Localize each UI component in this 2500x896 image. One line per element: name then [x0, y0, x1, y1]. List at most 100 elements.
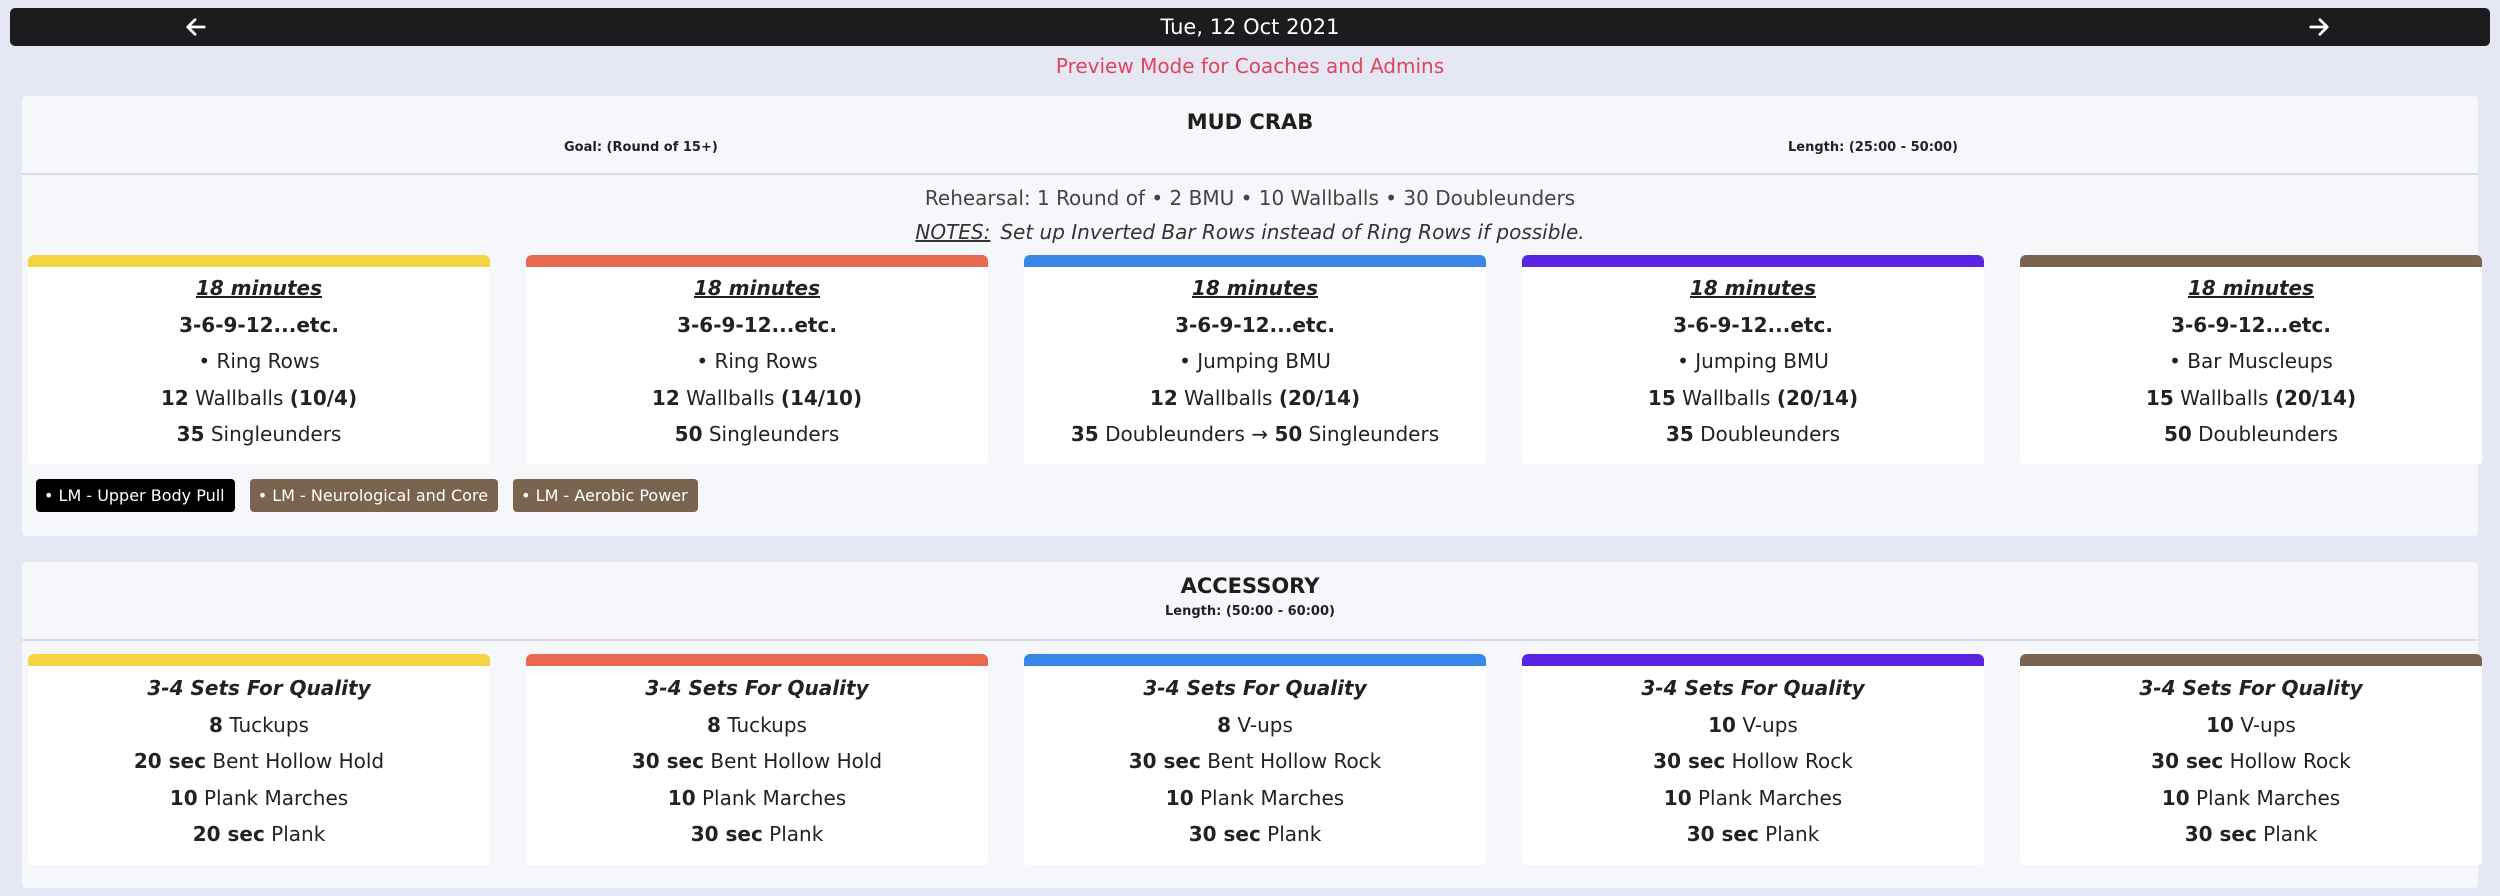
tag-neurological-core[interactable]: • LM - Neurological and Core: [249, 479, 499, 512]
exercise-name: Tuckups: [229, 712, 309, 737]
movement-line: • Jumping BMU: [1677, 349, 1829, 373]
movement-name: Wallballs: [2180, 385, 2269, 410]
wallball-line: 15 Wallballs (20/14): [2020, 380, 2482, 417]
notes-text: Set up Inverted Bar Rows instead of Ring…: [1000, 220, 1585, 244]
exercise-line: 30 sec Plank: [526, 816, 988, 853]
rep-count: 20 sec: [133, 749, 206, 773]
rep-scheme: 3-6-9-12...etc.: [677, 312, 837, 337]
exercise-name: Plank: [1765, 822, 1820, 846]
rep-count: 30 sec: [1653, 749, 1726, 773]
rep-count: 10: [1165, 785, 1194, 810]
rehearsal-move: Doubleunders: [1435, 186, 1576, 210]
rope-line: 35 Singleunders: [28, 416, 490, 453]
rep-scheme: 3-6-9-12...etc.: [179, 312, 339, 337]
workout-panel-accessory: ACCESSORY Length: (50:00 - 60:00) 3-4 Se…: [22, 562, 2482, 888]
exercise-name: Plank Marches: [2196, 785, 2341, 810]
rep-count: 20 sec: [192, 822, 265, 846]
wallball-line: 12 Wallballs (14/10): [526, 380, 988, 417]
movement-name: Singleunders: [708, 422, 840, 446]
sets-heading: 3-4 Sets For Quality: [2139, 676, 2363, 700]
exercise-name: Hollow Rock: [2229, 749, 2351, 773]
notes-label: NOTES:: [915, 220, 991, 244]
load-weight: (10/4): [289, 385, 358, 410]
level-card-purple: 18 minutes 3-6-9-12...etc. • Jumping BMU…: [1522, 255, 1984, 464]
movement-name: Doubleunders: [1700, 422, 1841, 446]
exercise-name: Bent Hollow Hold: [710, 749, 883, 773]
exercise-line: 10 Plank Marches: [28, 780, 490, 817]
accessory-card-brown: 3-4 Sets For Quality 10 V-ups 30 sec Hol…: [2020, 654, 2482, 865]
wallball-line: 15 Wallballs (20/14): [1522, 380, 1984, 417]
rep-count: 12: [1149, 385, 1178, 410]
workout-notes: NOTES: Set up Inverted Bar Rows instead o…: [22, 220, 2478, 244]
exercise-line: 10 Plank Marches: [1522, 780, 1984, 817]
rep-count: 10: [2161, 785, 2190, 810]
time-cap: 18 minutes: [2188, 276, 2314, 300]
rehearsal-sep: •: [1240, 186, 1253, 210]
workout-title: MUD CRAB: [1186, 110, 1314, 134]
accessory-title: ACCESSORY: [1180, 574, 1320, 598]
time-cap: 18 minutes: [1690, 276, 1816, 300]
rep-count: 10: [1663, 785, 1692, 810]
movement-line: • Bar Muscleups: [2169, 349, 2333, 373]
exercise-line: 30 sec Bent Hollow Rock: [1024, 743, 1486, 780]
workout-length: Length: (25:00 - 50:00): [1788, 140, 1958, 155]
load-weight: (14/10): [780, 385, 863, 410]
preview-mode-notice: Preview Mode for Coaches and Admins: [1055, 54, 1445, 78]
rope-line: 35 Doubleunders: [1522, 416, 1984, 453]
rep-scheme: 3-6-9-12...etc.: [2171, 312, 2331, 337]
movement-name: Doubleunders: [2198, 422, 2339, 446]
rep-count: 12: [160, 385, 189, 410]
tag-upper-body-pull[interactable]: • LM - Upper Body Pull: [36, 479, 235, 512]
exercise-name: V-ups: [1742, 712, 1798, 737]
rep-count: 10: [1708, 712, 1736, 737]
time-cap: 18 minutes: [694, 276, 820, 300]
exercise-line: 10 V-ups: [1522, 707, 1984, 744]
exercise-line: 10 Plank Marches: [1024, 780, 1486, 817]
rep-count: 12: [651, 385, 680, 410]
rep-count: 15: [1647, 385, 1676, 410]
rep-count: 30 sec: [631, 749, 704, 773]
rehearsal-num: 2: [1169, 186, 1183, 210]
exercise-line: 20 sec Plank: [28, 816, 490, 853]
movement-name: Wallballs: [1682, 385, 1771, 410]
sets-heading: 3-4 Sets For Quality: [645, 676, 869, 700]
exercise-name: V-ups: [1237, 712, 1293, 737]
movement-name: Wallballs: [686, 385, 775, 410]
exercise-name: Plank Marches: [204, 785, 349, 810]
arrow-right-icon[interactable]: [2308, 16, 2330, 38]
arrow-left-icon[interactable]: [185, 16, 207, 38]
rep-count: 35: [1070, 422, 1099, 446]
rehearsal-move: Wallballs: [1290, 186, 1379, 210]
date-nav-bar: Tue, 12 Oct 2021: [10, 8, 2490, 46]
exercise-line: 8 Tuckups: [28, 707, 490, 744]
level-card-red: 18 minutes 3-6-9-12...etc. • Ring Rows 1…: [526, 255, 988, 464]
rope-line: 35 Doubleunders → 50 Singleunders: [1024, 416, 1486, 453]
rep-count: 35: [1665, 422, 1694, 446]
rep-count: 50: [1274, 422, 1303, 446]
wallball-line: 12 Wallballs (10/4): [28, 380, 490, 417]
rehearsal-move: BMU: [1188, 186, 1235, 210]
rep-scheme: 3-6-9-12...etc.: [1673, 312, 1833, 337]
time-cap: 18 minutes: [1192, 276, 1318, 300]
exercise-line: 30 sec Hollow Rock: [1522, 743, 1984, 780]
movement-line: • Ring Rows: [696, 349, 818, 373]
exercise-name: Bent Hollow Rock: [1207, 749, 1382, 773]
level-card-yellow: 18 minutes 3-6-9-12...etc. • Ring Rows 1…: [28, 255, 490, 464]
stimulus-tags: • LM - Upper Body Pull • LM - Neurologic…: [36, 479, 708, 512]
rope-line: 50 Singleunders: [526, 416, 988, 453]
exercise-line: 30 sec Plank: [2020, 816, 2482, 853]
load-weight: (20/14): [1278, 385, 1361, 410]
rope-line: 50 Doubleunders: [2020, 416, 2482, 453]
sets-heading: 3-4 Sets For Quality: [1641, 676, 1865, 700]
tag-aerobic-power[interactable]: • LM - Aerobic Power: [513, 479, 698, 512]
exercise-name: Plank: [2263, 822, 2318, 846]
rep-count: 15: [2145, 385, 2174, 410]
rep-count: 8: [209, 712, 223, 737]
rep-count: 50: [2163, 422, 2192, 446]
panel-divider: [22, 173, 2478, 175]
movement-name: Singleunders: [1308, 422, 1440, 446]
exercise-line: 10 V-ups: [2020, 707, 2482, 744]
accessory-card-blue: 3-4 Sets For Quality 8 V-ups 30 sec Bent…: [1024, 654, 1486, 865]
rep-count: 30 sec: [1686, 822, 1759, 846]
sets-heading: 3-4 Sets For Quality: [147, 676, 371, 700]
